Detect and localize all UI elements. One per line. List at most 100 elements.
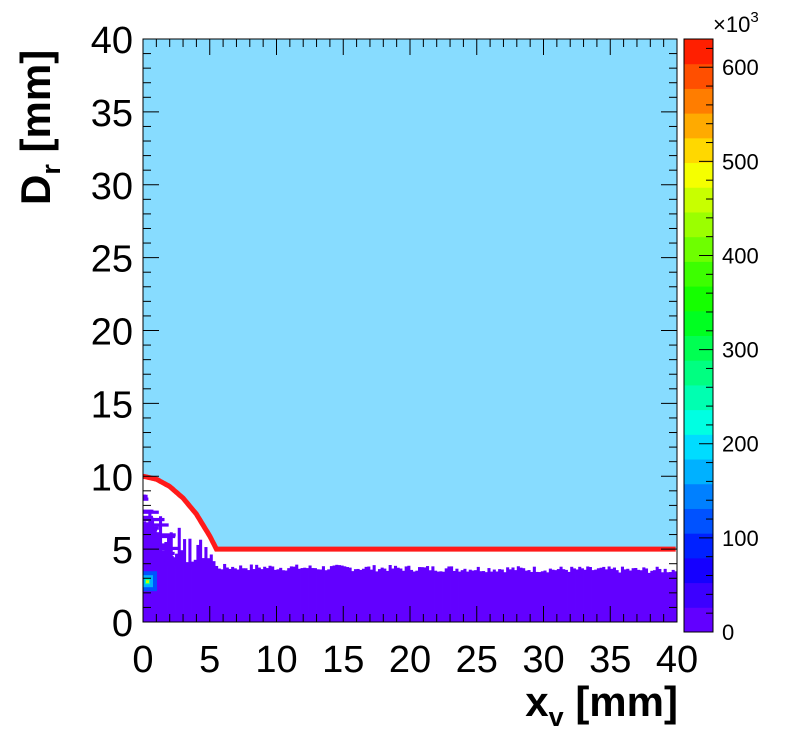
x-tick-label: 30	[522, 639, 564, 681]
heat-cell	[364, 566, 368, 622]
colorbar: 0 100 200 300 400 500 600 ×103	[683, 9, 759, 645]
heat-cell	[340, 565, 344, 622]
heat-cell	[369, 569, 374, 622]
heat-cell	[618, 572, 622, 622]
heat-cell	[151, 517, 155, 622]
heat-cell	[639, 570, 643, 622]
heat-cell	[652, 570, 657, 622]
heat-cell	[287, 568, 291, 622]
heat-cell	[284, 570, 288, 622]
heat-cell	[532, 566, 536, 622]
heat-cell	[311, 568, 315, 622]
heat-cell	[442, 571, 446, 622]
colorbar-multiplier: ×103	[713, 9, 759, 37]
heat-cell	[375, 571, 379, 622]
heat-cell	[674, 571, 678, 622]
heat-cell	[572, 568, 576, 622]
y-tick-label: 25	[91, 239, 133, 281]
heat-cell	[439, 571, 443, 622]
heat-cell	[666, 572, 670, 622]
heat-cell	[596, 568, 600, 622]
heat-cell	[249, 564, 253, 622]
heat-cell	[599, 567, 603, 622]
colorbar-box	[684, 211, 713, 238]
heat-cell	[634, 567, 638, 622]
heat-cell	[143, 497, 149, 501]
heat-cell	[292, 566, 296, 622]
x-axis-title: xv [mm]	[525, 678, 678, 732]
heat-cell	[508, 569, 512, 622]
heat-cell	[327, 569, 331, 622]
heat-cell	[500, 569, 504, 622]
heat-cell	[244, 568, 248, 622]
heat-cell	[460, 570, 464, 622]
colorbar-box	[684, 187, 713, 213]
heat-cell	[604, 569, 608, 622]
heat-cell	[361, 568, 366, 622]
heat-cell	[209, 554, 213, 622]
y-tick-label: 35	[91, 93, 133, 135]
y-tick-label: 5	[112, 530, 133, 572]
colorbar-box	[684, 360, 713, 386]
colorbar-frame	[683, 38, 714, 633]
heat-cell	[393, 565, 398, 622]
heat-cell	[175, 553, 179, 622]
heat-cell	[372, 565, 376, 622]
heat-cell	[217, 568, 221, 622]
heat-cell	[503, 572, 507, 622]
heat-cell	[484, 572, 488, 622]
heat-cell	[399, 568, 403, 622]
bulk-cells	[143, 494, 678, 622]
heat-cell	[207, 558, 211, 622]
heat-cell	[167, 536, 171, 622]
heat-cell	[623, 569, 627, 622]
heat-cell	[551, 569, 555, 622]
colorbar-box	[684, 286, 713, 312]
colorbar-box	[684, 533, 713, 559]
hotspot-cell	[146, 580, 149, 584]
plot-area: 0 5 10 15 20 25 30 35 40 0 5 10 15 20 25 30 35 40	[91, 20, 698, 681]
heat-cell	[668, 572, 673, 622]
heat-cell	[343, 566, 347, 622]
colorbar-tick-label: 400	[722, 243, 759, 268]
heat-cell	[463, 568, 467, 622]
x-tick-label: 35	[589, 639, 631, 681]
heat-cell	[367, 566, 371, 622]
heat-cell	[466, 571, 470, 622]
y-tick-label: 0	[112, 603, 133, 645]
colorbar-ticks: 0 100 200 300 400 500 600	[699, 47, 759, 645]
heat-cell	[471, 570, 475, 622]
colorbar-box	[684, 113, 713, 139]
heat-cell	[492, 569, 496, 622]
y-tick-label: 15	[91, 384, 133, 426]
heat-cell	[204, 547, 208, 622]
heat-cell	[313, 568, 317, 622]
plot-background	[143, 39, 677, 622]
heat-cell	[297, 568, 301, 622]
heat-cell	[316, 569, 320, 622]
heat-cell	[434, 570, 438, 622]
heat-cell	[143, 515, 153, 520]
heat-cell	[538, 572, 542, 622]
heat-cell	[516, 566, 520, 622]
heat-cell	[671, 569, 675, 622]
heat-cell	[418, 567, 422, 622]
heat-cell	[143, 561, 182, 565]
heat-cell	[655, 566, 659, 622]
colorbar-box	[684, 508, 713, 534]
heat-cell	[567, 571, 571, 622]
heat-cell	[546, 572, 550, 622]
heat-cell	[514, 570, 518, 622]
heat-cell	[295, 564, 299, 622]
heat-cell	[148, 510, 152, 622]
heat-cell	[580, 568, 584, 622]
x-tick-label: 20	[389, 639, 431, 681]
heat-cell	[143, 533, 156, 537]
heat-cell	[241, 568, 245, 622]
heat-cell	[444, 568, 448, 622]
colorbar-boxes	[684, 39, 713, 633]
heat-cell	[631, 568, 635, 622]
heat-cell	[159, 516, 163, 622]
heat-cell	[660, 572, 665, 622]
heat-cell	[650, 570, 654, 622]
